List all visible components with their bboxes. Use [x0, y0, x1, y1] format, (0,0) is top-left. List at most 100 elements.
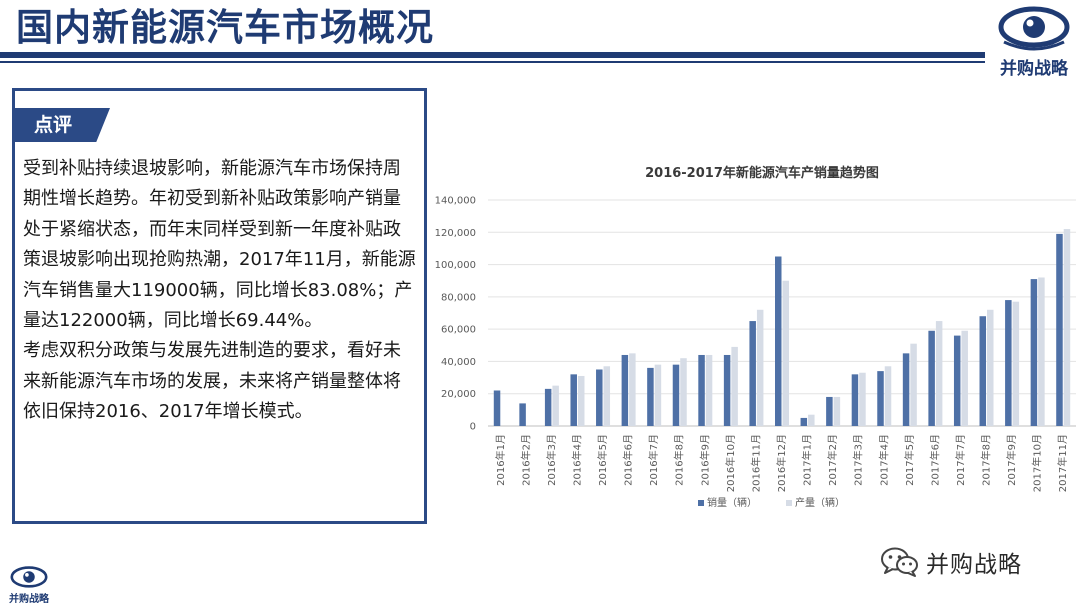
chart-gridlines — [488, 199, 1076, 427]
sales-bar — [698, 354, 705, 426]
production-bar — [961, 330, 968, 426]
production-bar — [782, 280, 789, 426]
x-tick-label: 2016年7月 — [647, 434, 660, 486]
chart-title: 2016-2017年新能源汽车产销量趋势图 — [645, 165, 879, 181]
commentary-tab: 点评 — [12, 108, 110, 142]
production-bar — [756, 309, 764, 426]
production-bar — [680, 358, 687, 426]
x-tick-label: 2016年3月 — [545, 434, 558, 486]
x-tick-label: 2016年1月 — [494, 434, 507, 486]
legend-label: 产量（辆） — [795, 496, 845, 509]
chart-canvas: 2016-2017年新能源汽车产销量趋势图 0 20,000 40,000 60,00… — [435, 165, 1076, 509]
commentary-text: 受到补贴持续退坡影响，新能源汽车市场保持周期性增长趋势。年初受到新补贴政策影响产… — [23, 154, 418, 428]
x-tick-label: 2017年3月 — [852, 434, 865, 486]
commentary-tab-label: 点评 — [34, 114, 73, 136]
x-tick-label: 2016年6月 — [622, 434, 635, 486]
y-tick-label: 80,000 — [441, 292, 476, 303]
x-axis-ticks: 2016年1月 2016年2月 2016年3月 2016年4月 2016年5月 2016年… — [494, 434, 1069, 492]
production-bar — [629, 353, 636, 426]
production-bar — [884, 366, 892, 426]
x-tick-label: 2016年12月 — [775, 434, 788, 492]
sales-bar — [775, 256, 782, 426]
x-tick-label: 2017年5月 — [903, 434, 916, 486]
legend-label: 销量（辆） — [707, 496, 757, 509]
production-bar — [705, 354, 713, 426]
sales-bar — [877, 371, 884, 426]
y-tick-label: 20,000 — [441, 389, 476, 400]
sales-bar — [1030, 279, 1038, 426]
sales-bar — [493, 390, 501, 426]
production-bar — [654, 364, 662, 426]
x-tick-label: 2017年10月 — [1031, 434, 1044, 492]
sales-bar — [902, 353, 910, 426]
eye-logo-icon — [998, 6, 1070, 51]
x-tick-label: 2017年9月 — [1005, 434, 1018, 486]
legend-swatch — [698, 500, 704, 506]
production-bar — [577, 375, 585, 426]
x-tick-label: 2017年2月 — [826, 434, 839, 486]
title-underline — [0, 52, 985, 58]
sales-bar — [723, 354, 731, 426]
brand-name: 并购战略 — [1000, 59, 1068, 79]
production-bar — [603, 366, 611, 426]
x-tick-label: 2016年8月 — [673, 434, 686, 486]
commentary-panel: 点评 受到补贴持续退坡影响，新能源汽车市场保持周期性增长趋势。年初受到新补贴政策… — [12, 88, 427, 524]
wechat-watermark: 并购战略 — [880, 544, 1022, 580]
chart-legend: 销量（辆） 产量（辆） — [698, 496, 845, 509]
sales-bar — [544, 388, 552, 426]
commentary-paragraph: 受到补贴持续退坡影响，新能源汽车市场保持周期性增长趋势。年初受到新补贴政策影响产… — [23, 158, 416, 332]
x-tick-label: 2016年4月 — [570, 434, 583, 486]
sales-bar — [570, 374, 577, 426]
sales-bar — [979, 316, 987, 426]
y-tick-label: 120,000 — [435, 228, 476, 239]
wechat-icon — [881, 547, 918, 577]
x-tick-label: 2017年4月 — [877, 434, 890, 486]
sales-bar — [851, 374, 859, 426]
x-tick-label: 2016年11月 — [749, 434, 762, 492]
x-tick-label: 2017年6月 — [928, 434, 941, 486]
brand-logo: 并购战略 — [992, 6, 1076, 82]
wechat-account-name: 并购战略 — [926, 552, 1022, 578]
production-bar — [859, 372, 866, 426]
sales-bar — [621, 354, 629, 426]
page-title: 国内新能源汽车市场概况 — [16, 6, 434, 49]
production-bar — [935, 321, 943, 426]
x-tick-label: 2016年10月 — [724, 434, 737, 492]
y-axis-ticks: 0 20,000 40,000 60,000 80,000 100,000 120,000 1… — [435, 196, 476, 433]
sales-bar — [953, 335, 961, 426]
sales-bar — [749, 321, 756, 426]
x-tick-label: 2016年5月 — [596, 434, 609, 486]
production-bar — [1063, 229, 1071, 426]
sales-bar — [826, 396, 833, 426]
x-tick-label: 2017年8月 — [980, 434, 993, 486]
sales-bar — [647, 367, 654, 426]
production-bar — [987, 309, 994, 426]
production-bar — [833, 396, 841, 426]
x-tick-label: 2017年11月 — [1056, 434, 1069, 492]
sales-bar — [800, 417, 808, 426]
x-tick-label: 2017年7月 — [954, 434, 967, 486]
footer-brand-name: 并购战略 — [9, 594, 49, 605]
production-bar — [731, 346, 738, 426]
title-underline-secondary — [0, 61, 985, 63]
production-bar — [910, 343, 917, 426]
eye-logo-icon — [10, 566, 48, 588]
production-bar — [552, 385, 559, 426]
sales-bar — [928, 330, 935, 426]
sales-bar — [596, 369, 603, 426]
x-tick-label: 2016年2月 — [519, 434, 532, 486]
x-tick-label: 2016年9月 — [698, 434, 711, 486]
y-tick-label: 60,000 — [441, 325, 476, 336]
chart-bars — [493, 229, 1071, 426]
legend-swatch — [786, 500, 792, 506]
x-tick-label: 2017年1月 — [801, 434, 814, 486]
commentary-paragraph: 考虑双积分政策与发展先进制造的要求，看好未来新能源汽车市场的发展，未来将产销量整… — [23, 340, 401, 423]
y-tick-label: 140,000 — [435, 196, 476, 207]
footer-brand-logo: 并购战略 — [4, 566, 54, 606]
sales-bar — [519, 403, 526, 426]
y-tick-label: 40,000 — [441, 357, 476, 368]
sales-bar — [672, 364, 680, 426]
sales-bar — [1005, 300, 1012, 426]
production-bar — [808, 414, 815, 426]
production-bar — [1038, 277, 1045, 426]
